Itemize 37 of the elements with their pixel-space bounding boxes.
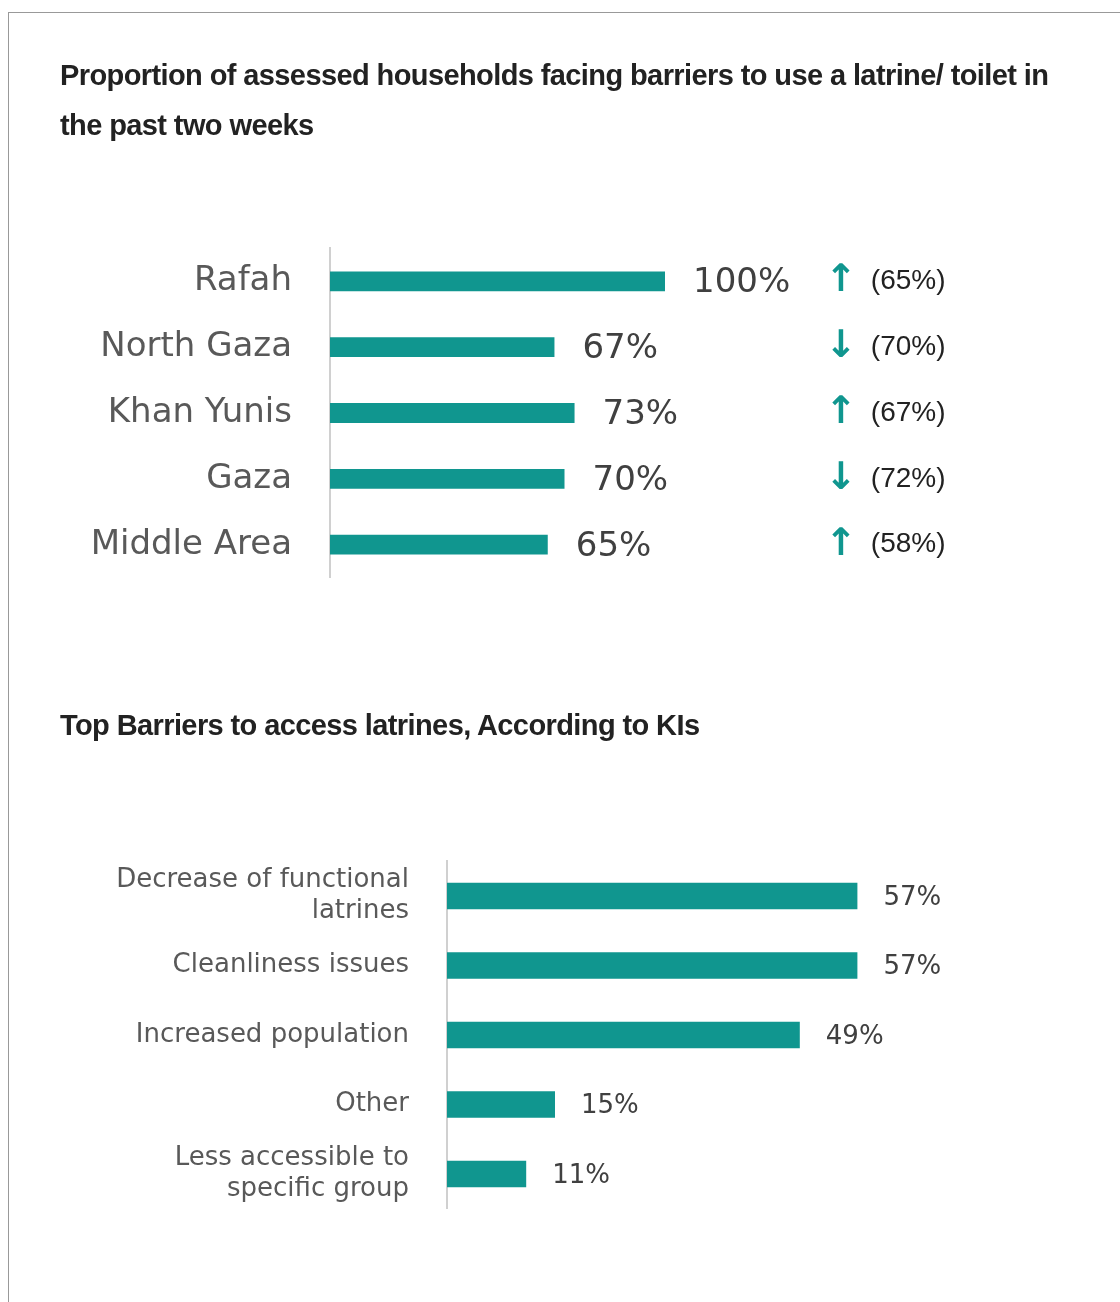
bar (330, 468, 565, 489)
data-label: 67% (582, 325, 659, 366)
y-tick-label: Decrease of functional latrines (116, 863, 409, 925)
data-label: 15% (581, 1089, 639, 1120)
data-label: 73% (602, 391, 679, 432)
data-label: 100% (693, 260, 791, 301)
y-tick-label: Other (335, 1087, 410, 1118)
bar (447, 882, 858, 910)
y-tick-label: Middle Area (90, 521, 292, 562)
bar (447, 1091, 555, 1118)
text: ↑ (65%) (825, 256, 946, 301)
bar (330, 403, 575, 423)
y-tick-label: Gaza (206, 455, 292, 496)
bar (330, 337, 555, 358)
data-label: 57% (883, 950, 942, 981)
chart-title: Proportion of assessed households facing barriers to use a latrine/ toilet in the past two weeks (60, 58, 1050, 143)
bar (330, 534, 548, 555)
text: ↓ (72%) (825, 453, 946, 498)
y-tick-label: Cleanliness issues (172, 948, 409, 979)
data-label: 49% (825, 1019, 884, 1050)
text: ↓ (70%) (825, 322, 946, 367)
bar (447, 1021, 800, 1049)
text: ↑ (67%) (825, 387, 946, 432)
bar (447, 952, 858, 979)
data-label: 11% (552, 1158, 610, 1189)
text: ↑ (58%) (825, 519, 946, 564)
data-label: 70% (592, 457, 669, 498)
y-tick-label: Khan Yunis (107, 389, 292, 430)
data-label: 57% (883, 880, 942, 911)
bar (330, 271, 665, 292)
y-tick-label: North Gaza (100, 323, 292, 364)
chart-title: Top Barriers to access latrines, According to KIs (60, 708, 701, 743)
bar (447, 1160, 527, 1188)
y-tick-label: Increased population (135, 1017, 409, 1048)
data-label: 65% (575, 523, 652, 564)
y-tick-label: Rafah (193, 258, 292, 299)
y-tick-label: Less accessible to specific group (174, 1141, 409, 1203)
